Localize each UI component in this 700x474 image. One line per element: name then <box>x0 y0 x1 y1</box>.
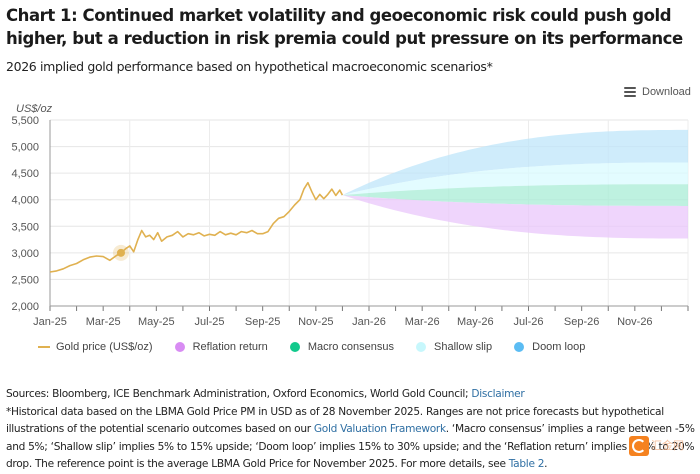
sources-line: Sources: Bloomberg, ICE Benchmark Admini… <box>6 386 696 404</box>
gold-price-line <box>49 181 344 273</box>
download-button[interactable]: Download <box>624 86 691 98</box>
x-tick-label: Jul-26 <box>514 316 544 328</box>
band-reflation-return <box>342 195 688 239</box>
y-tick-label: 4,500 <box>11 168 39 180</box>
legend-label: Shallow slip <box>434 341 493 353</box>
y-tick-label: 2,500 <box>11 274 39 286</box>
axes <box>49 120 689 311</box>
x-tick-label: May-25 <box>138 316 175 328</box>
gold-scenario-chart: 2,000 2,500 3,000 3,500 4,000 4,500 5,000 5,500… <box>11 103 689 328</box>
footnotes: Sources: Bloomberg, ICE Benchmark Admini… <box>6 386 696 474</box>
y-tick-label: 2,000 <box>11 301 39 313</box>
x-tick-label: Mar-25 <box>86 316 121 328</box>
x-tick-label: Sep-25 <box>245 316 280 328</box>
note-text: *Historical data based on the LBMA Gold … <box>6 405 664 436</box>
sources-text: Sources: Bloomberg, ICE Benchmark Admini… <box>6 388 472 400</box>
y-tick-label: 4,000 <box>11 195 39 207</box>
legend-item-macro-consensus[interactable]: Macro consensus <box>289 341 395 353</box>
legend-item-gold-price[interactable]: Gold price (US$/oz) <box>38 341 153 353</box>
legend-item-shallow-slip[interactable]: Shallow slip <box>416 341 492 353</box>
legend-label: Macro consensus <box>307 341 395 353</box>
band-macro-consensus <box>342 184 688 206</box>
doom-dot-icon <box>514 342 525 352</box>
table-2-link[interactable]: Table 2 <box>508 458 545 470</box>
y-axis-unit-label: US$/oz <box>16 103 53 115</box>
y-tick-label: 3,500 <box>11 221 39 233</box>
note-text: . ‘Macro consensus’ implies a range betw… <box>6 423 695 470</box>
x-tick-label: Jul-25 <box>195 316 225 328</box>
chart-subtitle: 2026 implied gold performance based on h… <box>6 59 493 74</box>
legend-label: Reflation return <box>192 341 268 353</box>
band-shallow-slip <box>342 162 688 196</box>
download-label: Download <box>642 86 691 98</box>
methodology-note: *Historical data based on the LBMA Gold … <box>6 404 696 474</box>
x-tick-label: Jan-25 <box>33 316 67 328</box>
x-tick-label: Nov-25 <box>298 316 333 328</box>
legend-label: Doom loop <box>532 341 586 353</box>
x-axis-ticks: Jan-25 Mar-25 May-25 Jul-25 Sep-25 Nov-25 Jan-… <box>33 316 652 328</box>
x-tick-label: Jan-26 <box>352 316 386 328</box>
gold-line-swatch-icon <box>38 346 50 348</box>
legend-item-doom-loop[interactable]: Doom loop <box>514 341 585 353</box>
y-tick-label: 3,000 <box>11 248 39 260</box>
y-tick-label: 5,500 <box>11 115 39 127</box>
menu-icon <box>624 87 636 97</box>
watermark-logo-icon <box>629 436 649 456</box>
watermark-text: 汇金网 <box>651 439 684 452</box>
disclaimer-link[interactable]: Disclaimer <box>471 388 525 400</box>
y-axis-ticks: 2,000 2,500 3,000 3,500 4,000 4,500 5,000 5,500 <box>11 115 39 313</box>
x-tick-label: Nov-26 <box>617 316 652 328</box>
gold-valuation-framework-link[interactable]: Gold Valuation Framework <box>313 423 446 435</box>
macro-dot-icon <box>289 342 300 352</box>
legend-item-reflation-return[interactable]: Reflation return <box>174 341 268 353</box>
y-tick-label: 5,000 <box>11 142 39 154</box>
highlight-point <box>116 248 125 257</box>
reflation-dot-icon <box>174 342 185 352</box>
grid-lines <box>50 119 689 307</box>
shallow-dot-icon <box>416 342 427 352</box>
note-text: . <box>544 458 548 470</box>
chart-title: Chart 1: Continued market volatility and… <box>6 6 683 48</box>
x-tick-label: Mar-26 <box>405 316 440 328</box>
x-tick-label: May-26 <box>457 316 494 328</box>
x-tick-label: Sep-26 <box>564 316 599 328</box>
legend-label: Gold price (US$/oz) <box>56 341 153 353</box>
scenario-bands <box>342 129 688 239</box>
chart-legend: Gold price (US$/oz) Reflation return Mac… <box>38 341 607 353</box>
band-doom-loop <box>342 129 688 196</box>
gold-price-series <box>49 181 344 273</box>
